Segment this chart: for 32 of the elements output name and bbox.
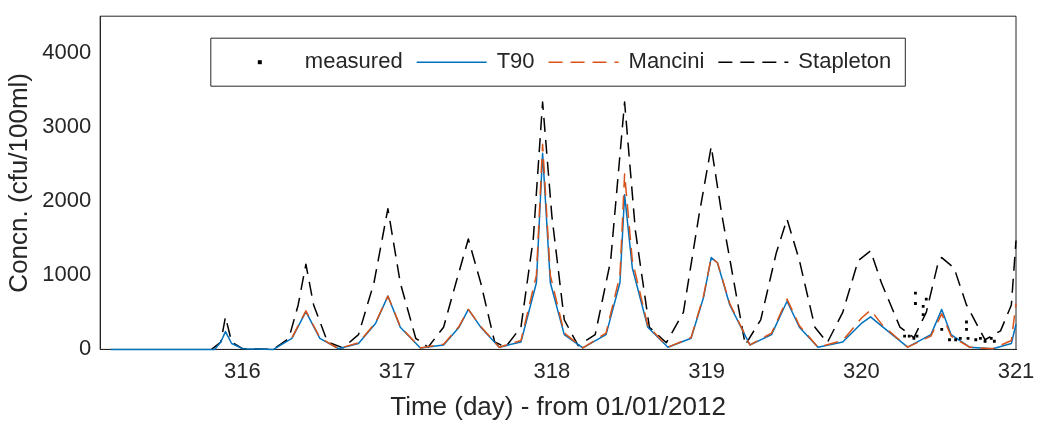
y-tick-label: 3000 [42,113,92,139]
point [958,336,962,340]
point [954,338,958,342]
y-tick-label: 2000 [42,187,92,213]
y-tick-label: 4000 [42,39,92,65]
line-series [291,143,1017,350]
legend-label: measured [304,48,403,74]
x-tick-label: 318 [533,357,571,383]
point [914,302,917,305]
point [940,327,944,331]
y-tick-label: 0 [78,335,92,361]
point [989,336,993,340]
point [992,339,996,343]
x-tick-label: 320 [842,357,880,383]
point [921,305,925,308]
point [965,327,968,331]
legend-label: Stapleton [798,48,892,74]
point [979,336,982,340]
x-axis-title: Time (day) - from 01/01/2012 [390,390,726,421]
legend-label: T90 [496,48,535,74]
x-tick-label: 319 [688,357,725,383]
point [948,338,951,342]
y-axis-title: Concn. (cfu/100ml) [2,72,33,293]
x-tick-label: 316 [224,357,261,383]
x-tick-label: 321 [997,357,1035,383]
point [914,291,917,295]
point [974,338,978,342]
point [921,313,925,317]
x-tick-label: 317 [378,357,416,383]
y-tick-label: 1000 [42,261,92,287]
line-series [210,101,1017,351]
legend-label: Mancini [628,48,705,74]
